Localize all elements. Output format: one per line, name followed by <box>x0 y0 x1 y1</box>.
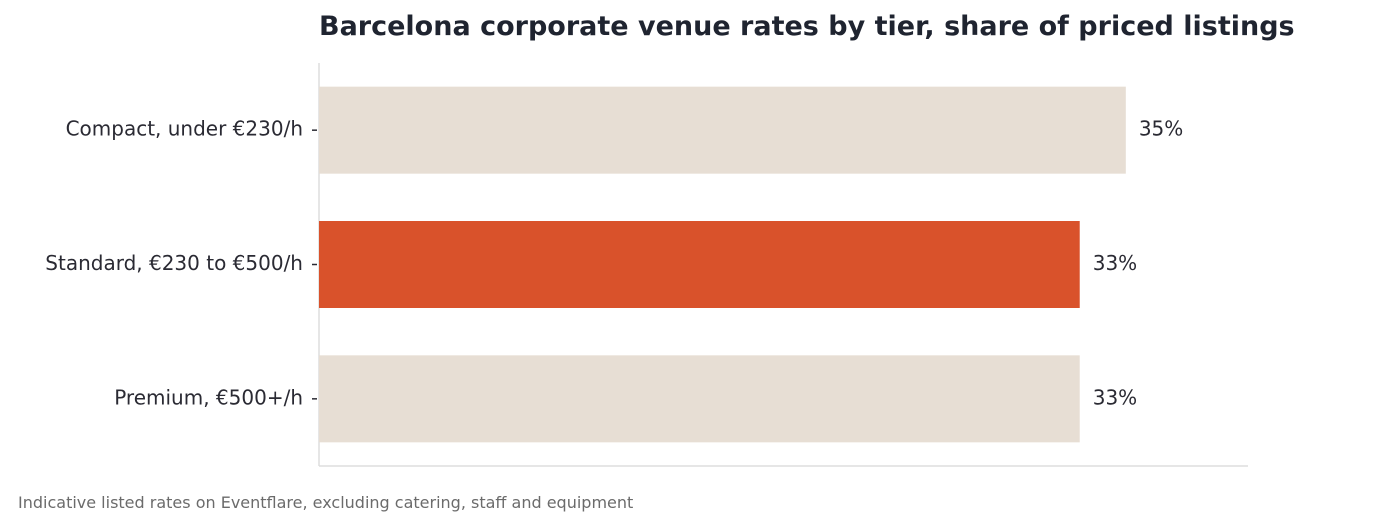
bar <box>319 86 1126 174</box>
data-label: 33% <box>1093 385 1137 409</box>
bar <box>319 221 1080 308</box>
bars-group <box>319 86 1126 443</box>
data-label: 35% <box>1139 117 1183 141</box>
y-tick-label: Compact, under €230/h <box>66 117 303 141</box>
y-tick-label: Standard, €230 to €500/h <box>45 251 303 275</box>
bar <box>319 355 1080 443</box>
y-tick-label: Premium, €500+/h <box>114 385 303 409</box>
data-label: 33% <box>1093 251 1137 275</box>
labels-group: Compact, under €230/h 35% Standard, €230 t… <box>45 117 1183 410</box>
chart-title: Barcelona corporate venue rates by tier,… <box>319 11 1295 42</box>
chart-footnote: Indicative listed rates on Eventflare, e… <box>18 493 634 512</box>
